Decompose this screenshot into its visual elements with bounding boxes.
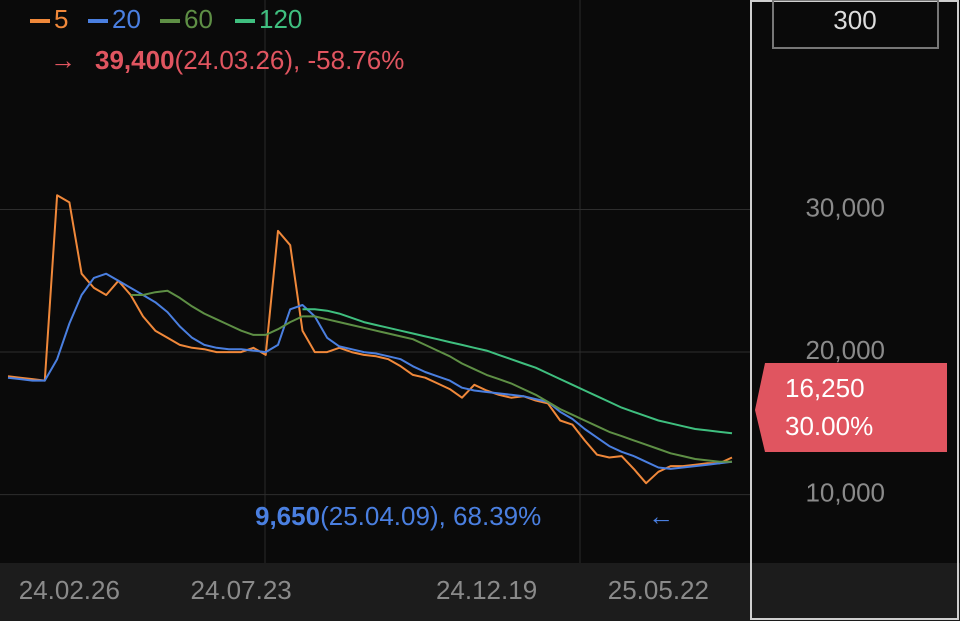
max-detail: (24.03.26), -58.76% (175, 45, 405, 75)
ma-line (7, 194, 733, 485)
y-tick-label: 30,000 (805, 192, 885, 222)
current-price: 16,250 (785, 373, 865, 403)
max-price: 39,400 (95, 45, 175, 75)
min-marker: 9,650(25.04.09), 68.39% (255, 501, 541, 531)
max-arrow: → (50, 45, 76, 75)
legend-label: 5 (54, 4, 68, 34)
x-tick-label: 24.02.26 (19, 575, 120, 605)
legend-swatch (88, 19, 108, 23)
legend-label: 60 (184, 4, 213, 34)
x-tick-label: 25.05.22 (608, 575, 709, 605)
legend-swatch (235, 19, 255, 23)
plot (0, 194, 750, 496)
x-tick-label: 24.12.19 (436, 575, 537, 605)
legend-label: 120 (259, 4, 302, 34)
min-detail: (25.04.09), 68.39% (320, 501, 541, 531)
ma-line (302, 308, 733, 435)
y-tick-label: 20,000 (805, 335, 885, 365)
legend-swatch (160, 19, 180, 23)
y-tick-label: 10,000 (805, 477, 885, 507)
current-price-box (755, 363, 947, 452)
legend-swatch (30, 19, 50, 23)
x-tick-label: 24.07.23 (191, 575, 292, 605)
ma-line (130, 289, 732, 463)
x-axis-band (0, 563, 960, 621)
min-arrow: ← (648, 501, 674, 531)
min-price: 9,650 (255, 501, 320, 531)
top-box-label: 300 (833, 5, 876, 35)
ma-line (7, 272, 733, 470)
max-marker: 39,400(24.03.26), -58.76% (95, 45, 404, 75)
top-box (772, 0, 939, 49)
legend: 5 20 60 120 (30, 4, 302, 34)
legend-label: 20 (112, 4, 141, 34)
current-change: 30.00% (785, 411, 873, 441)
